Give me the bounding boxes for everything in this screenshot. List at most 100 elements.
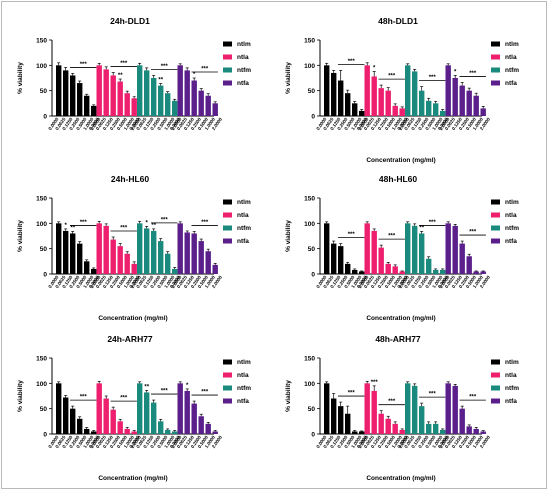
x-axis-label: Concentration (mg/ml) <box>366 315 435 322</box>
bar-ntfa-0 <box>445 65 451 116</box>
bar-ntfm-0 <box>405 65 411 116</box>
bar-ntla-0 <box>96 383 102 434</box>
bar-ntla-5 <box>399 271 405 274</box>
legend-label-ntfa: ntfa <box>505 238 517 245</box>
bar-ntla-1 <box>103 398 109 434</box>
chart-panel-48h-arh77: 48h-ARH77% viability 0 50 100 150 0.0000 0.062… <box>278 328 548 488</box>
significance-marker: *** <box>348 391 356 397</box>
bar-ntfm-1 <box>144 392 150 434</box>
bar-ntfm-1 <box>144 228 150 274</box>
bar-ntfa-4 <box>205 423 211 434</box>
bar-ntfm-3 <box>426 100 432 116</box>
bar-ntla-2 <box>378 88 384 116</box>
y-tick-label: 150 <box>36 196 47 203</box>
significance-marker: *** <box>161 64 169 70</box>
y-tick-label: 0 <box>43 114 47 121</box>
bar-ntla-4 <box>392 266 398 274</box>
bar-ntfm-5 <box>440 429 446 434</box>
significance-marker: *** <box>201 390 209 396</box>
legend-label-ntla: ntla <box>237 372 249 379</box>
chart-title: 48h-DLD1 <box>378 16 418 26</box>
legend-label-ntlm: ntlm <box>505 359 519 366</box>
bar-ntfa-1 <box>452 78 458 116</box>
legend-swatch-ntfa <box>491 80 500 86</box>
bar-ntlm-2 <box>70 233 76 274</box>
bar-ntfa-2 <box>459 243 465 274</box>
bar-ntfm-5 <box>172 268 178 274</box>
y-axis-label: % viability <box>285 220 292 252</box>
legend-swatch-ntlm <box>491 41 500 47</box>
y-tick-label: 0 <box>43 272 47 279</box>
y-tick-label: 50 <box>40 246 48 253</box>
significance-marker: * <box>373 65 376 71</box>
bar-ntlm-2 <box>70 408 76 434</box>
bar-ntla-4 <box>124 428 130 434</box>
significance-marker: ** <box>419 225 424 231</box>
bar-ntla-3 <box>385 263 391 274</box>
y-tick-label: 0 <box>43 432 47 439</box>
y-axis-label: % viability <box>17 220 24 252</box>
legend-swatch-ntfm <box>223 67 232 73</box>
legend-label-ntlm: ntlm <box>237 199 251 206</box>
bar-ntla-0 <box>364 223 370 274</box>
bar-ntfa-3 <box>198 241 204 274</box>
legend-label-ntfa: ntfa <box>505 398 517 405</box>
y-tick-label: 50 <box>308 246 316 253</box>
chart-24h-hl60: 24h-HL60% viability0501001500.00000.0625… <box>17 174 251 322</box>
bar-ntlm-4 <box>352 103 358 116</box>
bar-ntlm-4 <box>352 431 358 434</box>
significance-marker: *** <box>161 217 169 223</box>
significance-marker: *** <box>201 67 209 73</box>
legend-swatch-ntlm <box>223 199 232 205</box>
legend-swatch-ntla <box>223 54 232 60</box>
y-tick-label: 100 <box>304 63 315 70</box>
bar-ntla-2 <box>378 247 384 274</box>
chart-48h-dld1: 48h-DLD1% viability0501001500.00000.0625… <box>285 16 519 164</box>
bar-ntla-5 <box>131 98 137 116</box>
bar-ntfa-1 <box>184 390 190 434</box>
bar-ntfm-0 <box>405 223 411 274</box>
legend-swatch-ntlm <box>491 359 500 365</box>
bar-ntfm-3 <box>158 421 164 434</box>
bar-ntfa-4 <box>205 251 211 274</box>
bar-ntla-2 <box>110 409 116 434</box>
significance-marker: *** <box>388 399 396 405</box>
legend-label-ntfa: ntfa <box>505 80 517 87</box>
bar-ntla-1 <box>103 225 109 274</box>
significance-marker: *** <box>469 230 477 236</box>
legend-label-ntla: ntla <box>505 54 517 61</box>
legend-label-ntfm: ntfm <box>505 67 519 74</box>
legend-label-ntfa: ntfa <box>237 398 249 405</box>
significance-marker: ** <box>70 225 75 231</box>
y-tick-label: 150 <box>304 38 315 45</box>
legend-swatch-ntfa <box>491 238 500 244</box>
legend-swatch-ntfa <box>223 238 232 244</box>
bar-ntfm-2 <box>419 90 425 116</box>
bar-ntfm-4 <box>433 269 439 274</box>
bar-ntfm-0 <box>405 383 411 434</box>
bar-ntfm-4 <box>165 429 171 434</box>
y-axis-label: % viability <box>285 380 292 412</box>
y-tick-label: 150 <box>304 356 315 363</box>
bar-ntla-4 <box>392 105 398 116</box>
legend-label-ntlm: ntlm <box>237 359 251 366</box>
x-axis-label: Concentration (mg/ml) <box>98 315 167 322</box>
significance-marker: * <box>193 72 196 78</box>
bar-ntla-2 <box>110 239 116 274</box>
bar-ntlm-2 <box>338 406 344 434</box>
bar-ntfm-4 <box>165 253 171 274</box>
chart-panel-24h-arh77: 24h-ARH77% viability 0 50 100 150 0.0000 0.062… <box>10 328 280 488</box>
bar-ntlm-5 <box>359 431 365 434</box>
chart-panel-48h-hl60: 48h-HL60% viability 0 50 100 150 0.0000 0.0625… <box>278 168 548 328</box>
bar-ntfa-5 <box>212 103 218 116</box>
bar-ntfa-5 <box>480 271 486 274</box>
bar-ntla-5 <box>131 263 137 274</box>
bar-ntfa-5 <box>480 431 486 434</box>
legend-swatch-ntla <box>223 372 232 378</box>
bar-ntla-3 <box>385 418 391 434</box>
significance-marker: *** <box>120 396 128 402</box>
bar-ntfm-2 <box>419 233 425 274</box>
significance-marker: *** <box>80 62 88 68</box>
legend-swatch-ntla <box>491 372 500 378</box>
